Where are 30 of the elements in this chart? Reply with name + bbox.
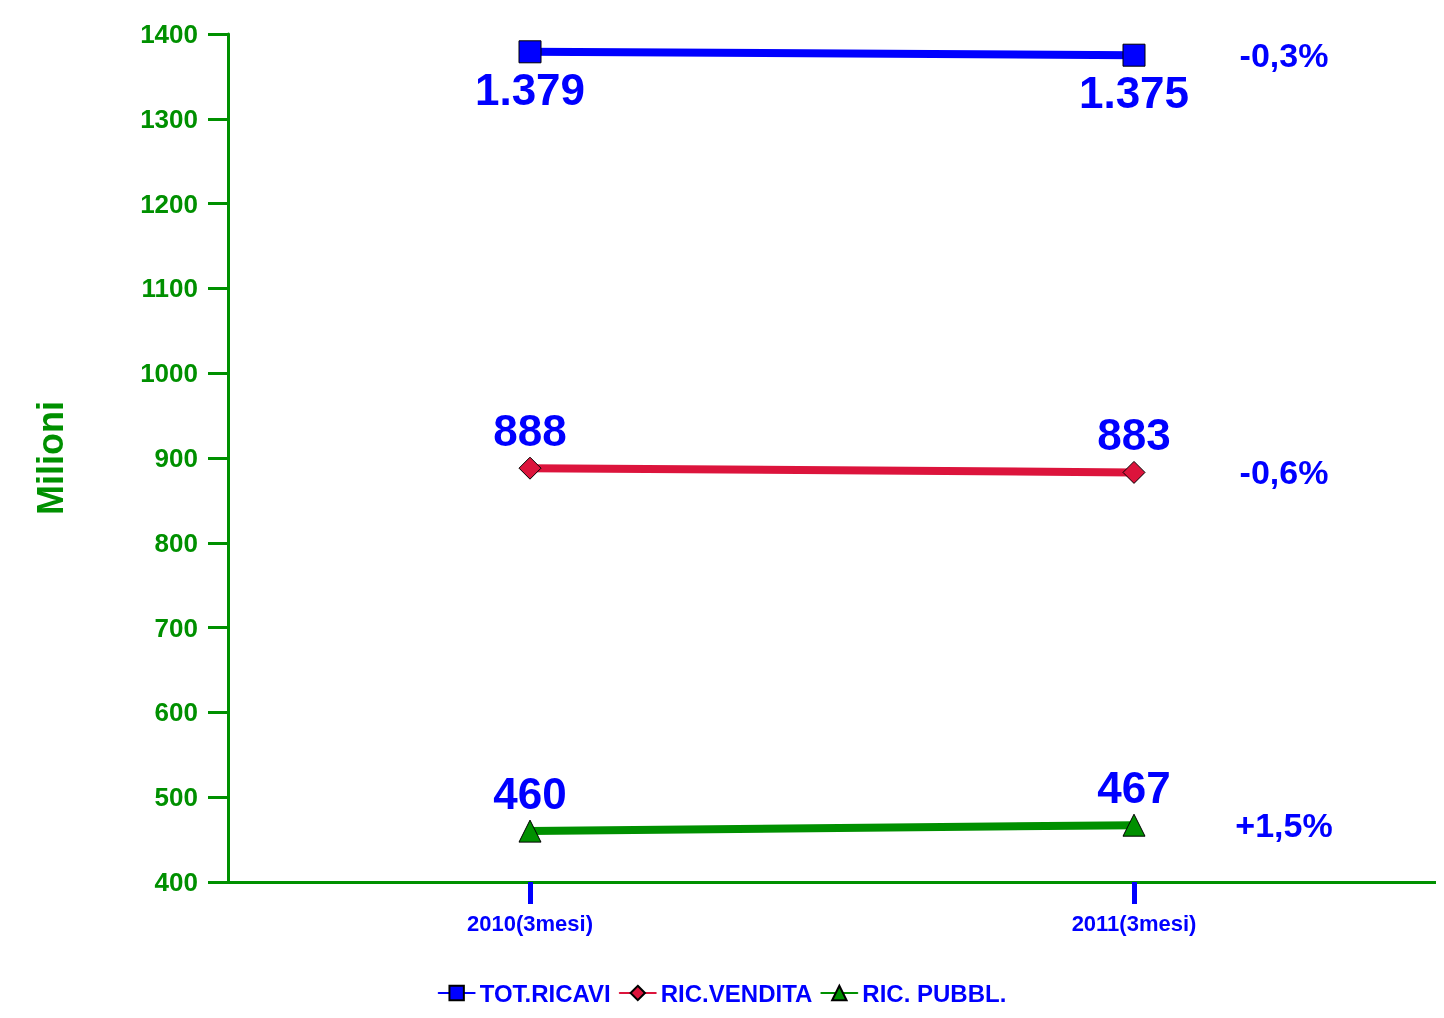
data-label: 1.379 — [474, 64, 586, 114]
point — [1122, 43, 1146, 67]
data-label: 460 — [493, 769, 567, 819]
y-tick-label: 1200 — [140, 188, 198, 219]
y-tick-label: 900 — [154, 443, 198, 473]
data-label: 888 — [493, 406, 567, 456]
data-label: 1.375 — [1078, 68, 1190, 118]
point — [518, 40, 542, 64]
legend-label: RIC. PUBBL. — [862, 979, 1007, 1007]
annotation: -0,3% — [1239, 36, 1329, 75]
y-axis-title: Milioni — [29, 401, 71, 515]
y-tick-label: 500 — [154, 782, 198, 813]
y-tick-label: 1300 — [140, 103, 198, 134]
y-tick-label: 600 — [154, 697, 198, 728]
y-tick-label: 800 — [154, 527, 198, 558]
data-label: 467 — [1097, 763, 1171, 813]
y-tick-label: 1100 — [141, 273, 198, 304]
point — [1122, 460, 1146, 484]
annotation: -0,6% — [1239, 453, 1329, 492]
x-tick-label: 2011(3mesi) — [1071, 910, 1197, 936]
y-tick-label: 1000 — [140, 358, 198, 389]
legend-label: RIC.VENDITA — [660, 979, 813, 1007]
legend-label: TOT.RICAVI — [479, 979, 611, 1007]
y-tick-label: 400 — [154, 867, 198, 897]
annotation: +1,5% — [1235, 806, 1333, 845]
y-tick-label: 700 — [154, 612, 198, 643]
point — [518, 456, 542, 480]
x-tick-label: 2010(3mesi) — [467, 910, 593, 936]
y-tick-label: 1400 — [140, 19, 198, 49]
data-label: 883 — [1097, 410, 1171, 460]
